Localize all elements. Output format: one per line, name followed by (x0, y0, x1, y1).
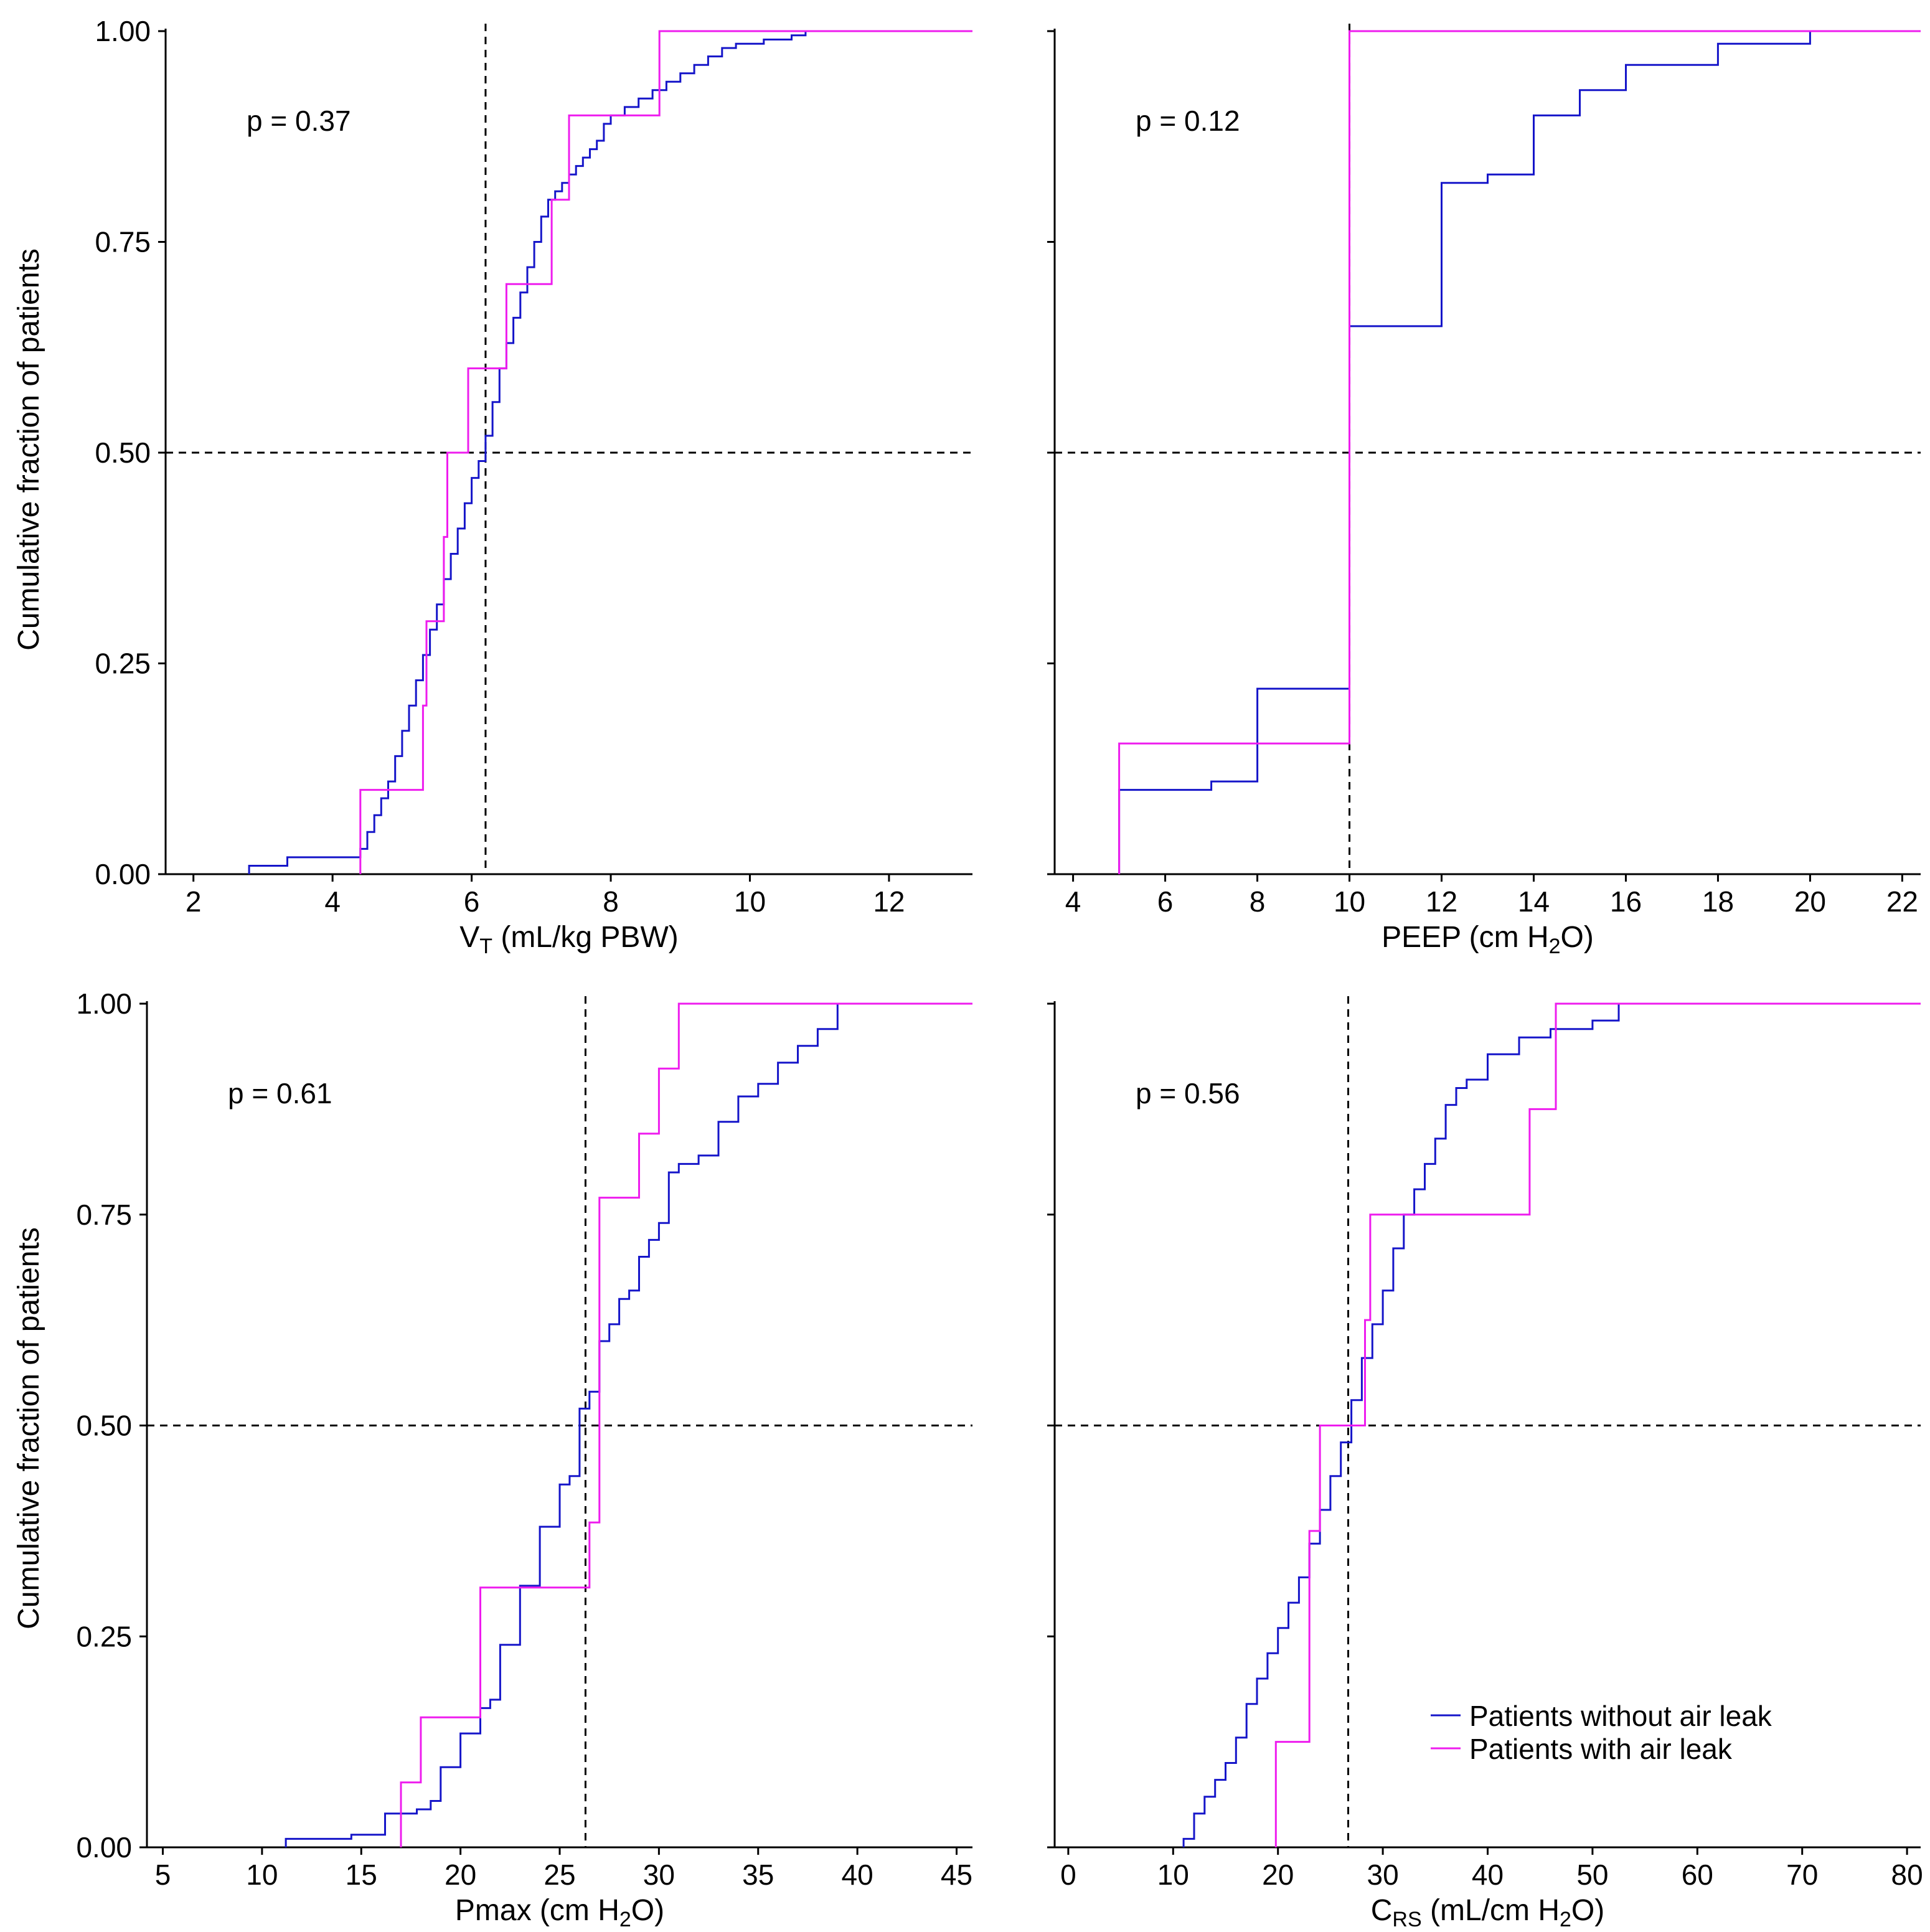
x-tick-label: 40 (1472, 1859, 1504, 1891)
y-tick-label: 0.25 (76, 1620, 132, 1652)
x-tick-label: 15 (346, 1859, 377, 1891)
x-tick-label: 22 (1886, 885, 1918, 918)
x-tick-label: 12 (1426, 885, 1457, 918)
y-tick-label: 0.00 (76, 1831, 132, 1864)
x-tick-label: 70 (1786, 1859, 1818, 1891)
y-tick-label: 0.00 (95, 858, 151, 890)
legend-label-with-leak: Patients with air leak (1469, 1733, 1733, 1765)
x-tick-label: 50 (1576, 1859, 1608, 1891)
panel-crs: 0 10 20 30 40 50 60 70 80 CRS (mL/cm H2O) p = 0.56 (1047, 996, 1923, 1931)
x-tick-label: 12 (873, 885, 905, 918)
y-tick-label: 0.50 (76, 1410, 132, 1442)
x-tick-label: 0 (1060, 1859, 1076, 1891)
x-tick-label: 10 (246, 1859, 278, 1891)
x-tick-label: 20 (1794, 885, 1826, 918)
p-value-annotation: p = 0.61 (228, 1077, 332, 1110)
x-tick-label: 30 (643, 1859, 675, 1891)
p-value-annotation: p = 0.56 (1136, 1077, 1240, 1110)
y-tick-label: 0.25 (95, 648, 151, 680)
y-tick-label: 1.00 (76, 987, 132, 1020)
panel-peep: 4 6 8 10 12 14 16 18 20 22 PEEP (cm H2O) p = 0.12 (1047, 24, 1921, 958)
panel-pmax: 0.00 0.25 0.50 0.75 1.00 5 10 15 20 25 30 35 40 45 Pma… (76, 987, 972, 1931)
legend: Patients without air leak Patients with … (1431, 1700, 1772, 1765)
y-tick-label: 0.75 (76, 1199, 132, 1231)
ecdf-line-no-leak (1118, 30, 1921, 874)
x-axis-title-crs: CRS (mL/cm H2O) (1371, 1894, 1604, 1931)
ecdf-line-with-leak (1274, 1002, 1921, 1847)
y-axis-title-top: Cumulative fraction of patients (12, 248, 45, 651)
x-tick-label: 4 (1065, 885, 1081, 918)
panel-vt: 0.00 0.25 0.50 0.75 1.00 2 4 6 8 10 12 VT (mL/kg PB… (95, 15, 972, 958)
y-tick-label: 1.00 (95, 15, 151, 47)
x-tick-label: 2 (186, 885, 202, 918)
x-tick-label: 80 (1891, 1859, 1923, 1891)
p-value-annotation: p = 0.12 (1136, 105, 1240, 137)
x-tick-label: 40 (842, 1859, 873, 1891)
x-tick-label: 8 (603, 885, 619, 918)
x-axis-title-pmax: Pmax (cm H2O) (455, 1894, 664, 1931)
x-tick-label: 10 (1157, 1859, 1189, 1891)
x-tick-label: 35 (742, 1859, 774, 1891)
x-tick-label: 30 (1367, 1859, 1399, 1891)
x-tick-label: 6 (1157, 885, 1174, 918)
x-tick-label: 20 (445, 1859, 476, 1891)
ecdf-line-no-leak (1182, 1002, 1921, 1847)
legend-label-no-leak: Patients without air leak (1469, 1700, 1772, 1732)
x-tick-label: 10 (1334, 885, 1365, 918)
ecdf-line-with-leak (1118, 30, 1921, 874)
x-tick-label: 5 (155, 1859, 171, 1891)
x-tick-label: 10 (734, 885, 766, 918)
x-tick-label: 16 (1610, 885, 1642, 918)
x-tick-label: 6 (464, 885, 480, 918)
x-tick-label: 14 (1518, 885, 1550, 918)
x-tick-label: 45 (941, 1859, 972, 1891)
x-axis-title-peep: PEEP (cm H2O) (1382, 921, 1594, 958)
ecdf-line-with-leak (359, 30, 972, 874)
ecdf-line-with-leak (400, 1002, 972, 1847)
x-tick-label: 8 (1250, 885, 1266, 918)
x-tick-label: 20 (1262, 1859, 1294, 1891)
x-tick-label: 25 (544, 1859, 575, 1891)
x-axis-title-vt: VT (mL/kg PBW) (459, 921, 678, 958)
y-axis-title-bottom: Cumulative fraction of patients (12, 1227, 45, 1629)
x-tick-label: 60 (1682, 1859, 1713, 1891)
ecdf-line-no-leak (248, 30, 972, 874)
p-value-annotation: p = 0.37 (247, 105, 351, 137)
y-tick-label: 0.75 (95, 226, 151, 258)
x-tick-label: 18 (1702, 885, 1734, 918)
y-tick-label: 0.50 (95, 436, 151, 469)
x-tick-label: 4 (324, 885, 341, 918)
